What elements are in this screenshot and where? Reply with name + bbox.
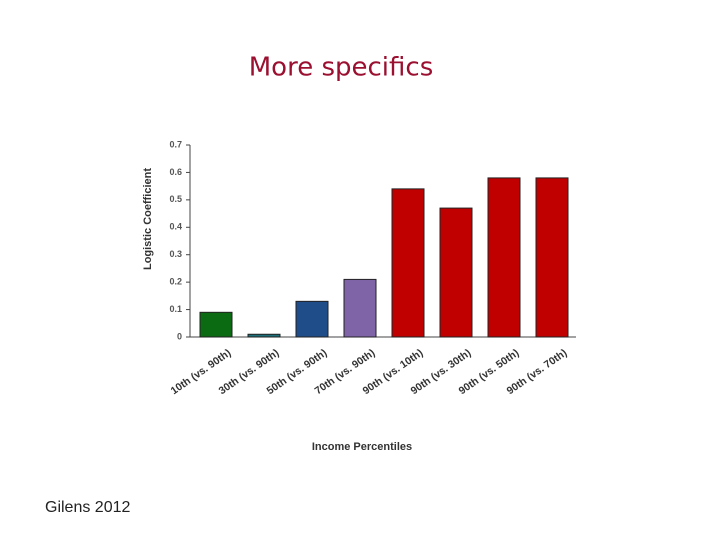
- slide-title: More specifics: [249, 53, 434, 83]
- bar: [199, 311, 233, 338]
- x-axis-label: Income Percentiles: [312, 441, 412, 453]
- bar: [535, 177, 569, 338]
- bar: [487, 177, 521, 338]
- bar: [295, 300, 329, 338]
- bar: [391, 188, 425, 338]
- y-tick-label: 0.7: [169, 139, 182, 149]
- y-tick-label: 0.6: [169, 167, 182, 177]
- y-tick-label: 0.1: [169, 304, 182, 314]
- y-axis-label: Logistic Coefficient: [142, 168, 154, 270]
- y-tick-label: 0.4: [169, 222, 182, 232]
- bar: [247, 333, 281, 338]
- source-note: Gilens 2012: [45, 499, 130, 516]
- bar: [343, 278, 377, 338]
- y-tick-label: 0.5: [169, 194, 182, 204]
- y-tick-label: 0.3: [169, 249, 182, 259]
- y-tick-label: 0.2: [169, 277, 182, 287]
- y-tick-label: 0: [177, 331, 182, 341]
- bar: [439, 207, 473, 338]
